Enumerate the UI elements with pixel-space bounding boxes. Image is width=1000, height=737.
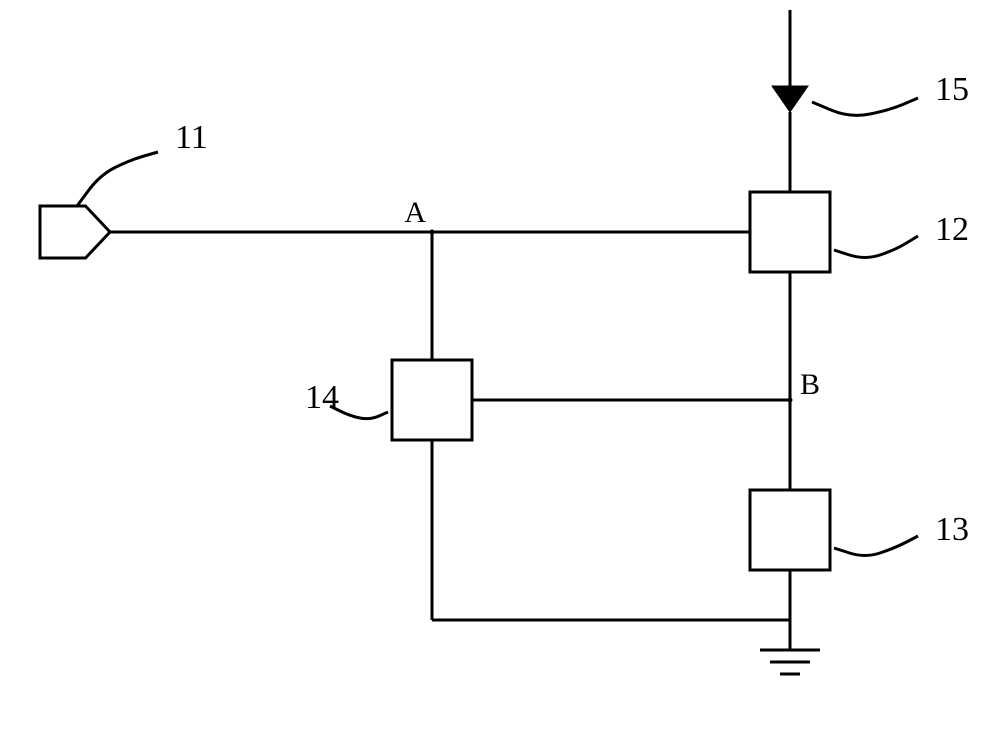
callout-number-c14: 14 — [305, 379, 339, 416]
callout-number-c13: 13 — [935, 511, 969, 548]
block-12 — [750, 192, 830, 272]
input-port-11 — [40, 206, 110, 258]
callout-number-c11: 11 — [175, 119, 208, 156]
callout-lead-c15 — [812, 98, 918, 115]
block-13 — [750, 490, 830, 570]
callout-lead-c12 — [834, 236, 918, 258]
ground-symbol — [750, 646, 830, 686]
diode-15 — [772, 86, 808, 112]
node-label-B: B — [800, 368, 820, 401]
callout-lead-c13 — [834, 536, 918, 556]
block-14 — [392, 360, 472, 440]
callout-number-c12: 12 — [935, 211, 969, 248]
callout-lead-c11 — [77, 152, 158, 206]
node-B — [788, 398, 793, 403]
node-A — [430, 230, 435, 235]
callout-number-c15: 15 — [935, 71, 969, 108]
node-label-A: A — [404, 196, 426, 229]
